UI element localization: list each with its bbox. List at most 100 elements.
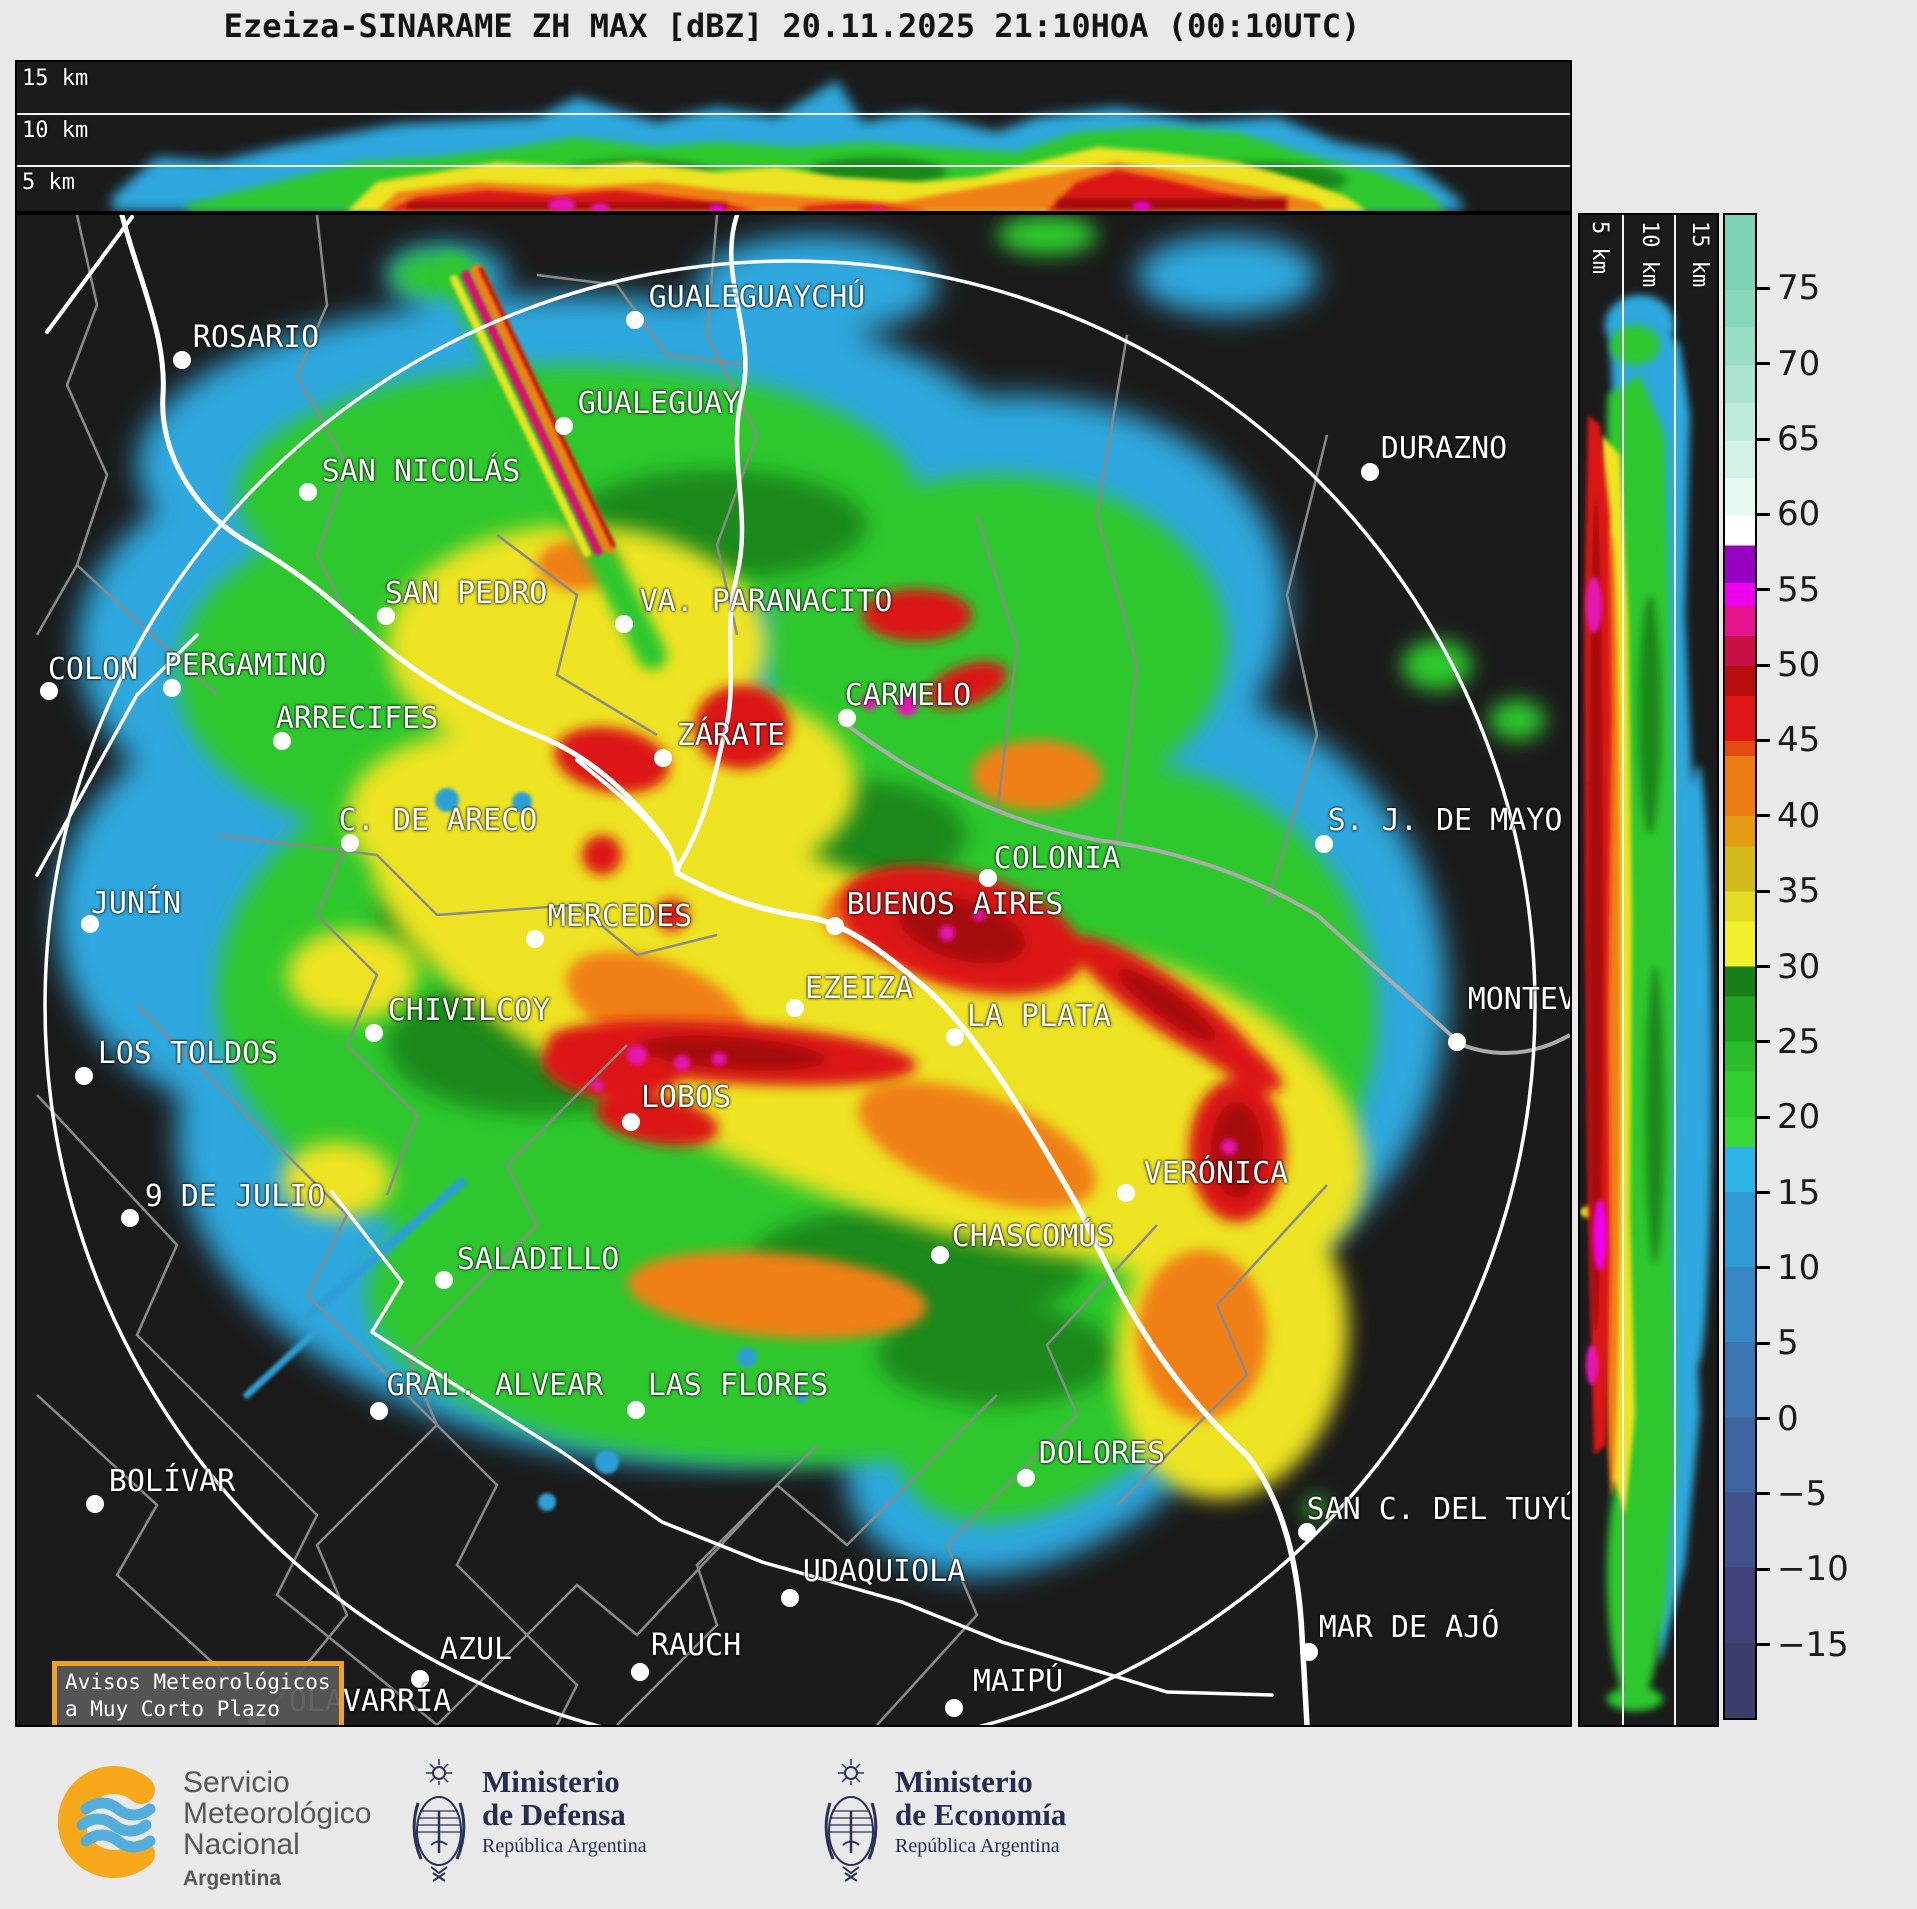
altitude-line-10km bbox=[17, 165, 1570, 167]
colorbar-tick-mark bbox=[1757, 1191, 1770, 1195]
city-label: ROSARIO bbox=[192, 320, 320, 355]
top-altitude-label-10km: 10 km bbox=[22, 118, 89, 143]
echo-sw-streaks bbox=[243, 788, 808, 1511]
warning-box: Avisos Meteorológicos a Muy Corto Plazo bbox=[52, 1661, 344, 1725]
colorbar-tick-label: 45 bbox=[1777, 720, 1821, 761]
colorbar-tick-label: 20 bbox=[1777, 1097, 1821, 1138]
city-label: UDAQUIOLA bbox=[802, 1554, 966, 1589]
city-label: CHASCOMÚS bbox=[951, 1219, 1115, 1254]
city-label: COLON bbox=[47, 652, 139, 687]
city-label: ARRECIFES bbox=[275, 701, 439, 736]
radar-map-graphics bbox=[35, 215, 1570, 1725]
city-dot bbox=[555, 417, 573, 435]
colorbar-tick-mark bbox=[1757, 965, 1770, 968]
city-dot bbox=[631, 1663, 649, 1681]
city-label: 9 DE JULIO bbox=[144, 1179, 326, 1214]
colorbar-tick-mark bbox=[1757, 1567, 1770, 1571]
colorbar-tick-mark bbox=[1757, 512, 1770, 516]
city-label: AZUL bbox=[439, 1632, 513, 1667]
city-label: LOBOS bbox=[640, 1080, 732, 1115]
altitude-line-5km-vert bbox=[1622, 215, 1624, 1725]
city-layer: ROSARIO GUALEGUAYCHÚ GUALEGUAY SAN NICOLÁS D… bbox=[17, 215, 1570, 1725]
colorbar-tick-label: 5 bbox=[1777, 1323, 1799, 1364]
altitude-line-10km-vert bbox=[1674, 215, 1676, 1725]
colorbar-tick-mark bbox=[1757, 738, 1770, 742]
colorbar-tick-mark bbox=[1757, 663, 1770, 667]
colorbar-tick-mark bbox=[1757, 1417, 1770, 1421]
city-dot bbox=[826, 917, 844, 935]
colorbar-tick-label: 75 bbox=[1777, 268, 1821, 309]
city-dot bbox=[75, 1067, 93, 1085]
city-label: S. J. DE MAYO bbox=[1327, 803, 1563, 838]
city-label: DURAZNO bbox=[1380, 431, 1508, 466]
top-altitude-label-5km: 5 km bbox=[22, 170, 75, 195]
defensa-line2: de Defensa bbox=[482, 1797, 626, 1832]
coat-of-arms-economia-icon bbox=[824, 1759, 878, 1882]
right-altitude-label-15km: 15 km bbox=[1687, 221, 1712, 288]
colorbar-tick-label: 60 bbox=[1777, 494, 1821, 535]
city-dot bbox=[377, 607, 395, 625]
colorbar-tick-mark bbox=[1757, 1341, 1770, 1345]
city-dot bbox=[40, 682, 58, 700]
city-label: MONTEVIDEO bbox=[1467, 982, 1570, 1017]
city-dot bbox=[370, 1402, 388, 1420]
xz-magenta-layer bbox=[548, 198, 1151, 211]
city-label: JUNÍN bbox=[90, 886, 182, 921]
city-dot bbox=[81, 915, 99, 933]
city-label: GUALEGUAYCHÚ bbox=[648, 280, 866, 315]
city-dot bbox=[1361, 463, 1379, 481]
city-dot bbox=[86, 1495, 104, 1513]
smn-wordmark: Servicio Meteorológico Nacional Argentin… bbox=[183, 1767, 371, 1894]
colorbar-tick-label: 55 bbox=[1777, 569, 1821, 610]
smn-country: Argentina bbox=[183, 1867, 282, 1890]
colorbar-tick-label: 10 bbox=[1777, 1247, 1821, 1288]
ministerio-economia: Ministerio de Economía República Argenti… bbox=[895, 1765, 1066, 1858]
radar-map-panel: ROSARIO GUALEGUAYCHÚ GUALEGUAY SAN NICOLÁS D… bbox=[15, 213, 1572, 1727]
city-dot bbox=[946, 1028, 964, 1046]
city-label: BOLÍVAR bbox=[108, 1464, 236, 1499]
colorbar-tick-label: 30 bbox=[1777, 946, 1821, 987]
colorbar-tick-mark bbox=[1757, 1643, 1770, 1647]
city-label: DOLORES bbox=[1038, 1436, 1166, 1471]
city-dot bbox=[786, 999, 804, 1017]
economia-line2: de Economía bbox=[895, 1797, 1067, 1832]
defensa-line1: Ministerio bbox=[482, 1764, 620, 1799]
right-cross-section-echo bbox=[1580, 295, 1712, 1711]
city-dot bbox=[979, 869, 997, 887]
city-dot bbox=[626, 311, 644, 329]
city-label: VERÓNICA bbox=[1143, 1156, 1289, 1191]
colorbar-tick-label: −5 bbox=[1777, 1473, 1828, 1514]
city-dot bbox=[781, 1589, 799, 1607]
smn-line3: Nacional bbox=[183, 1828, 300, 1861]
yz-magenta-layer bbox=[1586, 577, 1607, 1385]
city-dot bbox=[1300, 1643, 1318, 1661]
city-label: SALADILLO bbox=[456, 1242, 620, 1277]
city-label: MAR DE AJÓ bbox=[1318, 1610, 1500, 1645]
footer: Servicio Meteorológico Nacional Argentin… bbox=[0, 1745, 1917, 1909]
city-label: LA PLATA bbox=[966, 999, 1112, 1034]
colorbar-tick-mark bbox=[1757, 362, 1770, 366]
colorbar-tick-label: 0 bbox=[1777, 1398, 1799, 1439]
uruguay-coastline bbox=[845, 723, 1570, 1055]
city-dot bbox=[273, 732, 291, 750]
colorbar-tick-label: −10 bbox=[1777, 1549, 1849, 1590]
colorbar-tick-label: 40 bbox=[1777, 795, 1821, 836]
city-dot bbox=[299, 483, 317, 501]
ministerio-defensa: Ministerio de Defensa República Argentin… bbox=[482, 1765, 647, 1858]
city-dot bbox=[365, 1024, 383, 1042]
top-altitude-label-15km: 15 km bbox=[22, 66, 89, 91]
coat-of-arms-defensa-icon bbox=[412, 1759, 466, 1882]
city-label: LAS FLORES bbox=[647, 1368, 829, 1403]
colorbar-tick-label: 25 bbox=[1777, 1021, 1821, 1062]
colorbar-tick-mark bbox=[1757, 1492, 1770, 1496]
echo-nnw-streak bbox=[439, 255, 667, 670]
yz-red-layer bbox=[1584, 415, 1612, 1455]
altitude-line-15km bbox=[17, 113, 1570, 115]
colorbar-tick-label: 65 bbox=[1777, 419, 1821, 460]
smn-line2: Meteorológico bbox=[183, 1797, 372, 1830]
colorbar-tick-mark bbox=[1757, 889, 1770, 893]
city-dot bbox=[121, 1209, 139, 1227]
city-dot bbox=[163, 679, 181, 697]
range-ring bbox=[43, 259, 1537, 1725]
